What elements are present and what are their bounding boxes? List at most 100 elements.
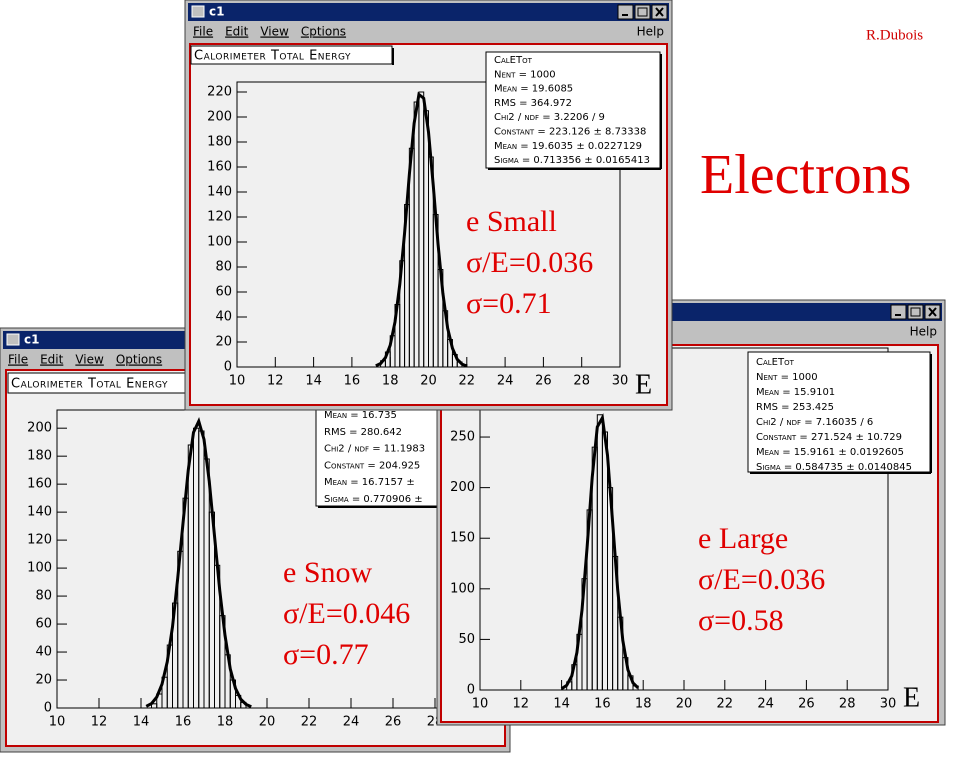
x-tick-label: 20 [420,374,437,389]
x-tick-label: 10 [229,374,246,389]
window-icon [191,5,205,18]
x-tick-label: 18 [382,374,399,389]
window-title: c1 [24,333,39,347]
x-tick-label: 12 [513,697,530,712]
menu-help[interactable]: Help [637,25,664,39]
title-bar [188,3,669,21]
y-tick-label: 160 [27,477,52,492]
x-tick-label: 10 [49,715,66,730]
menu-item[interactable]: Options [116,353,162,367]
annotation: σ=0.71 [466,287,552,320]
stats-line: Chi2 / ndf = 3.2206 / 9 [494,112,605,123]
stats-box [485,51,661,169]
stats-line: Chi2 / ndf = 7.16035 / 6 [756,417,873,428]
y-tick-label: 0 [224,360,232,375]
stats-line: RMS = 364.972 [494,98,572,109]
x-tick-label: 16 [344,374,361,389]
y-tick-label: 0 [44,701,52,716]
x-tick-label: 24 [343,715,360,730]
y-tick-label: 250 [450,430,475,445]
y-tick-label: 40 [215,310,232,325]
x-tick-label: 20 [259,715,276,730]
x-tick-label: 14 [133,715,150,730]
x-tick-label: 14 [553,697,570,712]
y-tick-label: 80 [215,260,232,275]
menu-item[interactable]: File [8,353,28,367]
y-tick-label: 160 [207,160,232,175]
y-tick-label: 100 [27,561,52,576]
stats-line: Mean = 16.735 [324,410,397,421]
stats-line: CalETot [494,55,533,66]
y-tick-label: 180 [207,135,232,150]
y-tick-label: 60 [35,617,52,632]
fit-curve [375,91,468,368]
x-axis-label: E [635,369,652,400]
stats-line: Sigma = 0.713356 ± 0.0165413 [494,155,650,166]
stats-line: Mean = 15.9161 ± 0.0192605 [756,447,904,458]
minimize-button[interactable] [890,304,907,320]
stats-line: Sigma = 0.584735 ± 0.0140845 [756,462,912,473]
x-tick-label: 12 [91,715,108,730]
y-tick-label: 220 [207,85,232,100]
heading: Electrons [700,144,911,206]
y-tick-label: 40 [35,645,52,660]
fit-curve [145,416,252,709]
window-icon [6,333,20,346]
y-tick-label: 140 [207,185,232,200]
menu-help[interactable]: Help [910,325,937,339]
stats-line: Constant = 204.925 [324,460,420,471]
y-tick-label: 50 [458,632,475,647]
x-tick-label: 22 [717,697,734,712]
minimize-button[interactable] [617,4,634,20]
menu-item[interactable]: File [193,25,213,39]
y-tick-label: 0 [467,683,475,698]
x-tick-label: 26 [535,374,552,389]
histogram-title: Calorimeter Total Energy [194,49,351,64]
x-tick-label: 26 [798,697,815,712]
stats-line: Chi2 / ndf = 11.1983 [324,444,425,455]
y-tick-label: 60 [215,285,232,300]
x-tick-label: 10 [472,697,489,712]
y-tick-label: 120 [207,210,232,225]
stats-line: Mean = 16.7157 ± [324,477,415,488]
y-tick-label: 120 [27,533,52,548]
x-tick-label: 12 [267,374,284,389]
y-tick-label: 140 [27,505,52,520]
x-tick-label: 30 [880,697,897,712]
x-axis-label: E [903,682,920,713]
x-tick-label: 30 [612,374,629,389]
stats-line: Mean = 19.6085 [494,84,573,95]
maximize-button[interactable] [907,304,924,320]
x-tick-label: 22 [301,715,318,730]
menu-item[interactable]: Edit [225,25,249,39]
y-tick-label: 200 [450,480,475,495]
y-tick-label: 80 [35,589,52,604]
x-tick-label: 24 [497,374,514,389]
fit-curve [560,413,640,690]
annotation: σ/E=0.046 [283,597,410,630]
button-glyph [637,7,648,17]
maximize-button[interactable] [634,4,651,20]
author: R.Dubois [866,27,923,43]
stats-line: Sigma = 0.770906 ± [324,494,423,505]
menu-item[interactable]: Edit [40,353,64,367]
menu-item[interactable]: Cptions [301,25,346,39]
histogram-title: Calorimeter Total Energy [11,377,168,392]
x-tick-label: 26 [385,715,402,730]
stats-line: RMS = 253.425 [756,402,834,413]
button-glyph [928,307,937,317]
x-tick-label: 28 [839,697,856,712]
button-glyph [655,7,664,17]
button-glyph [910,307,921,317]
menu-item[interactable]: View [75,353,104,367]
annotation: σ=0.58 [698,604,784,637]
window-title: c1 [209,5,224,19]
x-tick-label: 24 [757,697,774,712]
y-tick-label: 200 [207,110,232,125]
y-tick-label: 200 [27,421,52,436]
stats-line: CalETot [756,357,795,368]
stats-line: Nent = 1000 [494,69,556,80]
x-tick-label: 14 [305,374,322,389]
x-tick-label: 22 [459,374,476,389]
menu-item[interactable]: View [260,25,289,39]
